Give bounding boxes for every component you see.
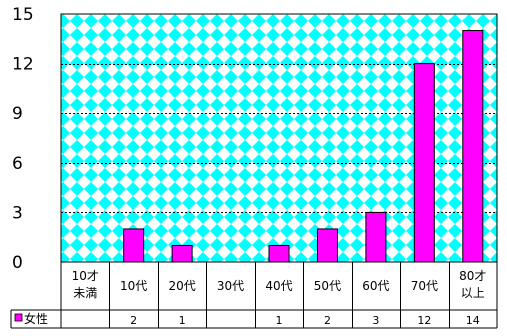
gridlines <box>61 64 497 213</box>
category-label-7: 70代 <box>411 279 438 293</box>
category-label-5: 50代 <box>314 279 341 293</box>
y-tick-label-0: 0 <box>12 253 23 273</box>
y-axis: 0 3 6 9 12 15 <box>12 5 34 273</box>
table-value-1: 2 <box>130 314 137 327</box>
bar-4 <box>268 244 290 263</box>
y-tick-label-6: 6 <box>12 154 23 174</box>
category-label-0-line-0: 10才 <box>72 269 99 283</box>
table-value-5: 2 <box>324 314 331 327</box>
y-tick-label-3: 3 <box>12 203 23 223</box>
category-label-3: 30代 <box>217 279 244 293</box>
bars <box>123 30 484 263</box>
category-label-6: 60代 <box>362 279 389 293</box>
category-label-4: 40代 <box>265 279 292 293</box>
bar-5 <box>316 228 338 263</box>
category-label-8-line-1: 以上 <box>461 286 485 300</box>
bar-8 <box>462 30 484 263</box>
table-value-2: 1 <box>179 314 186 327</box>
legend-label: 女性 <box>24 311 48 326</box>
table-value-8: 14 <box>466 314 480 327</box>
y-tick-label-9: 9 <box>12 104 23 124</box>
table-value-4: 1 <box>276 314 283 327</box>
table-value-6: 3 <box>372 314 379 327</box>
category-label-1: 10代 <box>120 279 147 293</box>
bar-2 <box>171 244 193 263</box>
category-label-2: 20代 <box>168 279 195 293</box>
y-tick-label-12: 12 <box>12 55 34 75</box>
table-value-7: 12 <box>417 314 431 327</box>
bar-1 <box>123 228 145 263</box>
category-label-0-line-1: 未満 <box>73 286 97 300</box>
category-label-8-line-0: 80才 <box>459 269 486 283</box>
bar-7 <box>413 63 435 263</box>
bar-6 <box>365 211 387 263</box>
y-tick-label-15: 15 <box>12 5 34 25</box>
legend-swatch <box>14 313 23 322</box>
